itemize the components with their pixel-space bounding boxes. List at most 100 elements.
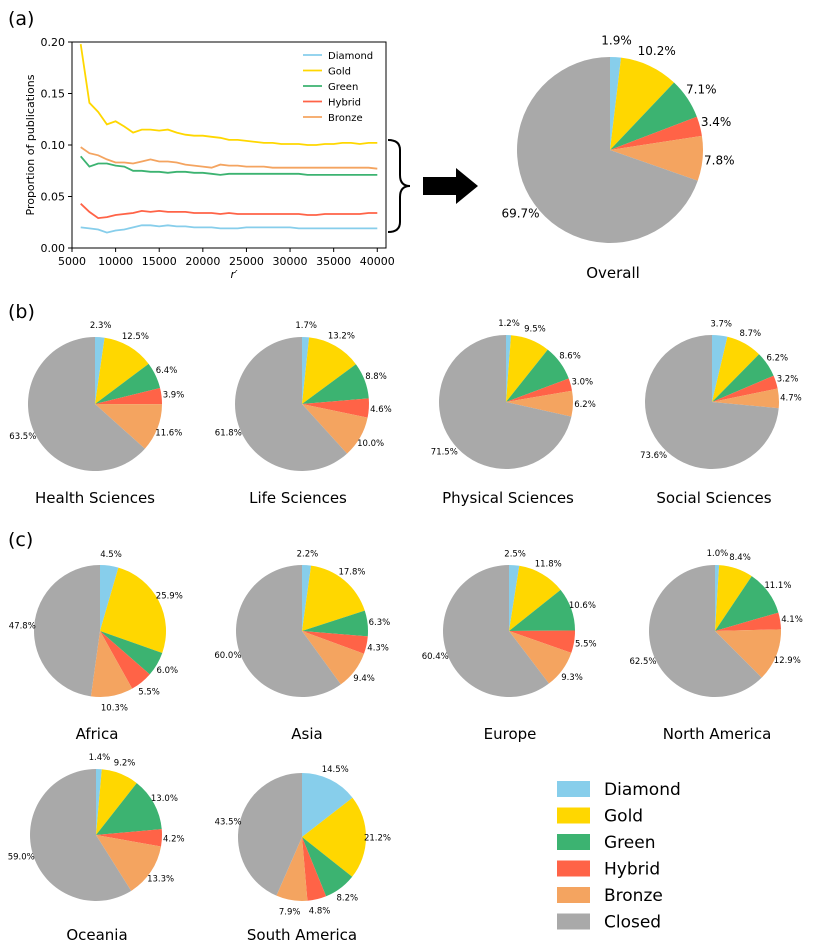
pie-north-america: 1.0% 8.4% 11.1% 4.1% 12.9% 62.5% North America xyxy=(629,549,802,743)
x-tick-label: 10000 xyxy=(98,255,133,268)
pie-asia: 2.2% 17.8% 6.3% 4.3% 9.4% 60.0% Asia xyxy=(214,549,390,743)
pie-value-label: 47.8% xyxy=(9,622,36,632)
pie-slice-closed xyxy=(443,565,549,697)
pie-slice-gold xyxy=(715,565,752,631)
pie-value-label: 9.5% xyxy=(524,324,546,334)
pie-overall: 1.9% 10.2% 7.1% 3.4% 7.8% 69.7% Overall xyxy=(501,34,734,282)
pie-value-label: 71.5% xyxy=(431,447,458,457)
pie-slice-closed xyxy=(517,57,698,243)
pie-life-sciences: 1.7% 13.2% 8.8% 4.6% 10.0% 61.8% Life Sciences xyxy=(215,321,392,507)
pie-slice-closed xyxy=(649,565,762,697)
pie-value-label: 7.1% xyxy=(686,82,717,96)
pie-value-label: 11.6% xyxy=(155,428,182,438)
series-line-diamond xyxy=(80,224,378,234)
pie-value-label: 3.0% xyxy=(571,377,593,387)
pie-value-label: 8.4% xyxy=(729,553,751,563)
pie-value-label: 1.7% xyxy=(295,321,317,331)
pie-slice-closed xyxy=(439,335,572,470)
pie-value-label: 10.2% xyxy=(638,44,676,58)
pie-value-label: 3.2% xyxy=(777,374,799,384)
pie-charts: 1.9% 10.2% 7.1% 3.4% 7.8% 69.7% Overall 2.3% 12.… xyxy=(8,34,803,944)
pie-slice-gold xyxy=(95,337,149,404)
pie-value-label: 6.3% xyxy=(369,618,391,628)
pie-slice-hybrid xyxy=(302,398,370,418)
pie-value-label: 2.3% xyxy=(90,321,112,331)
pie-slice-gold xyxy=(302,565,365,631)
pie-slice-diamond xyxy=(506,335,512,402)
pie-value-label: 6.0% xyxy=(156,666,178,676)
y-tick-label: 0.15 xyxy=(41,88,66,101)
pie-slice-gold xyxy=(96,769,137,835)
pie-slice-gold xyxy=(712,336,760,402)
pie-value-label: 4.6% xyxy=(370,405,392,415)
pie-title: Social Sciences xyxy=(656,489,771,507)
legend-label-gold: Gold xyxy=(604,807,643,827)
pie-value-label: 4.2% xyxy=(163,834,185,844)
pie-value-label: 12.5% xyxy=(122,332,149,342)
pie-value-label: 3.7% xyxy=(710,319,732,329)
pie-value-label: 12.9% xyxy=(774,656,801,666)
y-tick-label: 0.00 xyxy=(41,242,66,255)
pie-value-label: 60.0% xyxy=(214,651,241,661)
x-tick-label: 15000 xyxy=(142,255,177,268)
pie-slice-bronze xyxy=(276,837,308,902)
pie-slice-hybrid xyxy=(302,631,368,654)
pie-value-label: 4.5% xyxy=(100,550,122,560)
y-tick-label: 0.10 xyxy=(41,139,66,152)
pie-slice-bronze xyxy=(302,631,364,685)
pie-value-label: 5.5% xyxy=(138,687,160,697)
pie-value-label: 5.5% xyxy=(575,640,597,650)
pie-slice-diamond xyxy=(96,769,102,835)
pie-value-label: 7.8% xyxy=(704,153,735,167)
pie-value-label: 13.0% xyxy=(151,794,178,804)
pie-value-label: 59.0% xyxy=(8,853,35,863)
pie-slice-gold xyxy=(302,337,356,404)
pie-value-label: 3.9% xyxy=(163,391,185,401)
legend-label-green: Green xyxy=(604,833,655,853)
pie-slice-closed xyxy=(644,335,779,469)
y-axis-label: Proportion of publications xyxy=(24,74,37,215)
pie-slice-diamond xyxy=(715,565,720,631)
pie-europe: 2.5% 11.8% 10.6% 5.5% 9.3% 60.4% Europe xyxy=(422,549,597,743)
pie-slice-hybrid xyxy=(100,631,150,689)
x-tick-label: 20000 xyxy=(185,255,220,268)
pie-slice-hybrid xyxy=(96,829,163,847)
panel-label-a: (a) xyxy=(8,8,34,30)
pie-slice-bronze xyxy=(712,388,779,409)
line-legend-label-diamond: Diamond xyxy=(328,51,373,62)
pie-slice-closed xyxy=(27,336,145,471)
pie-value-label: 13.3% xyxy=(147,874,174,884)
pie-slice-closed xyxy=(34,565,100,697)
pie-title: South America xyxy=(247,926,357,944)
series-line-bronze xyxy=(80,146,378,170)
pie-title: Oceania xyxy=(66,926,127,944)
pie-value-label: 11.8% xyxy=(535,560,562,570)
pie-slice-hybrid xyxy=(715,612,781,631)
pie-slice-green xyxy=(610,82,697,150)
pie-slice-green xyxy=(95,363,161,404)
pie-slice-gold xyxy=(610,57,675,150)
pie-value-label: 4.7% xyxy=(780,394,802,404)
legend-label-bronze: Bronze xyxy=(604,886,663,906)
pie-slice-closed xyxy=(30,769,132,901)
pie-slice-diamond xyxy=(302,565,312,631)
x-tick-label: 35000 xyxy=(316,255,351,268)
line-chart: 5000 10000 15000 20000 25000 30000 35000 40000 0… xyxy=(24,36,395,281)
pie-title: Asia xyxy=(291,725,322,743)
pie-slice-gold xyxy=(509,565,561,631)
pie-value-label: 8.2% xyxy=(336,893,358,903)
pie-title: Europe xyxy=(484,725,537,743)
pie-slice-closed xyxy=(236,565,341,697)
pie-title: Africa xyxy=(76,725,119,743)
line-legend-label-bronze: Bronze xyxy=(328,113,363,124)
series-line-hybrid xyxy=(80,203,378,220)
pie-value-label: 3.4% xyxy=(701,115,732,129)
pie-value-label: 1.0% xyxy=(707,549,729,559)
pie-value-label: 8.7% xyxy=(739,329,761,339)
right-arrow-icon xyxy=(423,168,478,204)
pie-value-label: 8.8% xyxy=(365,372,387,382)
pie-slice-gold xyxy=(506,335,548,402)
pie-value-label: 10.0% xyxy=(357,439,384,449)
pie-slice-diamond xyxy=(100,565,119,631)
legend-label-closed: Closed xyxy=(604,913,661,933)
